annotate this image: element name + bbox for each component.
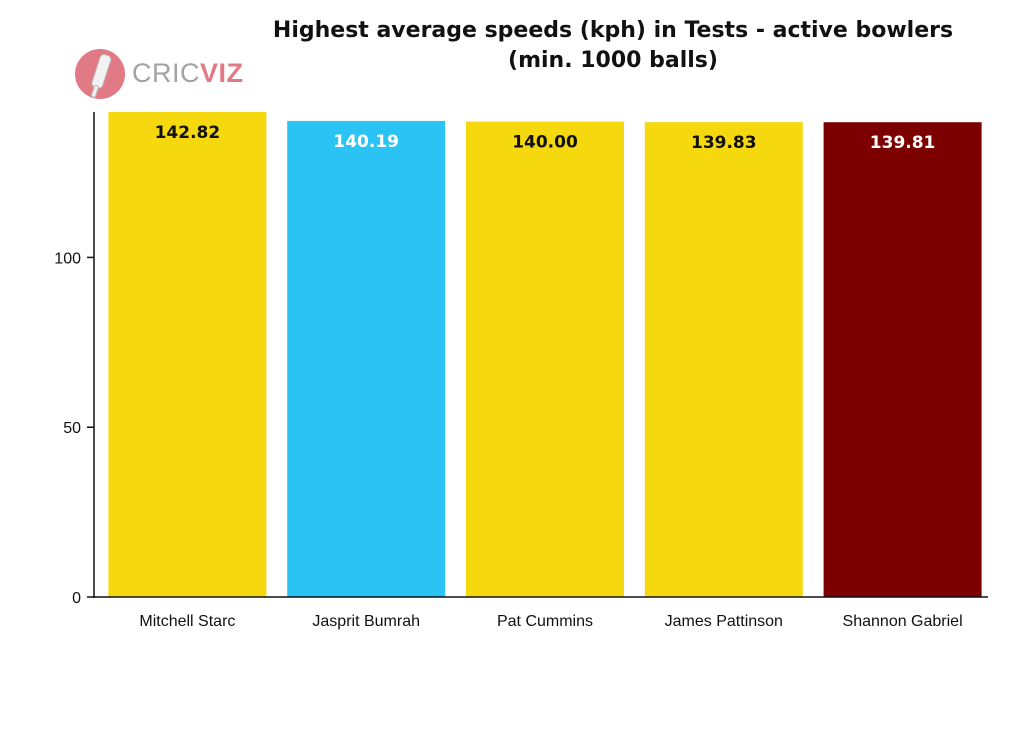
x-tick-label: Shannon Gabriel xyxy=(843,613,963,630)
x-tick-label: Pat Cummins xyxy=(497,613,593,630)
bar-value-label: 140.00 xyxy=(512,133,578,153)
chart-title: Highest average speeds (kph) in Tests - … xyxy=(272,18,954,43)
bar-value-label: 142.82 xyxy=(155,123,221,143)
x-tick-label: James Pattinson xyxy=(665,613,783,630)
y-tick-label: 50 xyxy=(63,420,81,437)
bar-value-label: 140.19 xyxy=(333,132,399,152)
chart-subtitle: (min. 1000 balls) xyxy=(508,48,718,73)
bar-value-label: 139.81 xyxy=(870,133,936,153)
x-tick-label: Jasprit Bumrah xyxy=(312,613,420,630)
x-tick-label: Mitchell Starc xyxy=(139,613,235,630)
cricket-bat-icon xyxy=(75,49,125,99)
cricviz-logo: CRICVIZ xyxy=(74,46,243,102)
bar xyxy=(466,121,624,598)
bar xyxy=(287,120,446,597)
y-tick-label: 0 xyxy=(72,590,81,607)
bar-value-label: 139.83 xyxy=(691,133,757,153)
bar xyxy=(108,112,267,597)
bar xyxy=(644,122,803,597)
bar xyxy=(823,122,982,597)
logo-text-viz: VIZ xyxy=(200,58,244,88)
logo-wordmark: CRICVIZ xyxy=(132,58,244,89)
logo-text-cric: CRIC xyxy=(132,58,200,88)
y-tick-label: 100 xyxy=(54,250,81,267)
